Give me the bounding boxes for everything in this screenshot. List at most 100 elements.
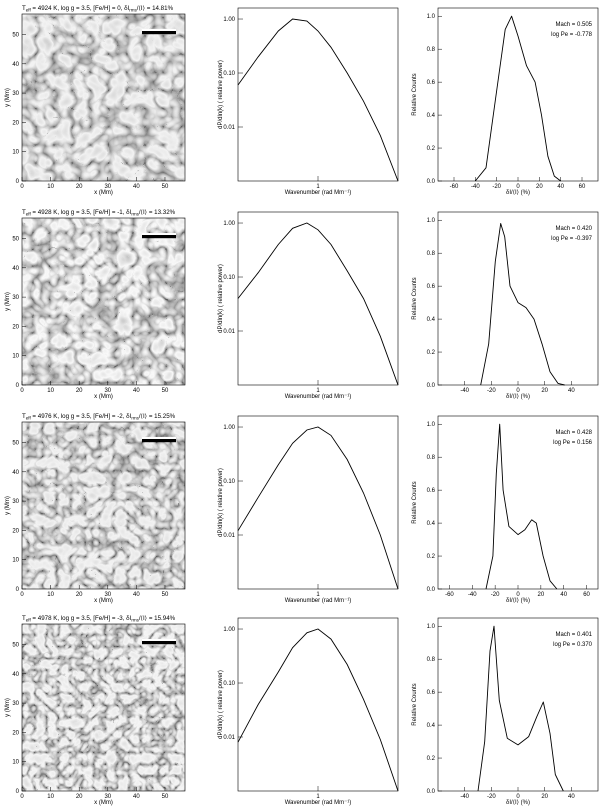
hist-ytick-label: 0.4 — [427, 317, 436, 323]
image-xtick-label: 50 — [162, 592, 169, 598]
hist-ytick-label: 0.2 — [427, 554, 436, 560]
scale-bar — [142, 235, 176, 239]
hist-ylabel: Relative Counts — [412, 481, 418, 523]
image-ytick-label: 10 — [12, 150, 19, 156]
image-xtick-label: 40 — [133, 592, 140, 598]
image-xtick-label: 40 — [133, 794, 140, 800]
hist-xlabel: δI/⟨I⟩ (%) — [506, 799, 530, 806]
image-xtick-label: 20 — [76, 794, 83, 800]
image-ylabel: y (Mm) — [5, 88, 11, 107]
image-xtick-label: 30 — [104, 184, 111, 190]
image-xtick-label: 10 — [47, 592, 54, 598]
hist-ytick-label: 0.2 — [427, 146, 436, 152]
power-xtick-label: 1 — [316, 388, 320, 394]
hist-ytick-label: 0.0 — [427, 587, 436, 593]
panel-title: Teff = 4928 K, log g = 3.5, [Fe/H] = -1,… — [22, 209, 176, 217]
power-ytick-label: 1.00 — [223, 221, 235, 227]
image-xtick-label: 20 — [76, 592, 83, 598]
hist-xtick-label: -20 — [487, 794, 496, 800]
panel-title: Teff = 4924 K, log g = 3.5, [Fe/H] = 0, … — [22, 5, 174, 13]
scale-bar — [142, 439, 176, 443]
hist-xtick-label: 40 — [557, 184, 564, 190]
hist-xtick-label: 40 — [568, 794, 575, 800]
power-ylabel: dP/dln(k) ( relative power) — [218, 264, 224, 333]
power-xlabel: Wavenumber (rad Mm⁻¹) — [285, 394, 352, 400]
hist-xtick-label: 0 — [516, 592, 520, 598]
image-ytick-label: 30 — [12, 499, 19, 505]
hist-xlabel: δI/⟨I⟩ (%) — [506, 393, 530, 400]
scale-bar — [142, 31, 176, 35]
image-xtick-label: 20 — [76, 388, 83, 394]
power-ytick-label: 1.00 — [223, 17, 235, 23]
power-ytick-label: 0.01 — [223, 735, 235, 741]
hist-ytick-label: 0.6 — [427, 80, 436, 86]
power-xlabel: Wavenumber (rad Mm⁻¹) — [285, 598, 352, 604]
power-spectrum-line — [237, 222, 399, 386]
image-xtick-label: 10 — [47, 184, 54, 190]
power-ytick-label: 1.00 — [223, 627, 235, 633]
image-ylabel: y (Mm) — [5, 496, 11, 515]
image-ytick-label: 50 — [12, 441, 19, 447]
image-ytick-label: 0 — [16, 383, 20, 389]
hist-xtick-label: -40 — [468, 592, 477, 598]
image-xlabel: x (Mm) — [94, 598, 113, 604]
hist-xtick-label: 20 — [538, 592, 545, 598]
power-ytick-label: 0.10 — [223, 275, 235, 281]
hist-xlabel: δI/⟨I⟩ (%) — [506, 597, 530, 604]
image-ytick-label: 40 — [12, 266, 19, 272]
figure-row-1: Teff = 4924 K, log g = 3.5, [Fe/H] = 0, … — [5, 5, 599, 196]
panel-title: Teff = 4978 K, log g = 3.5, [Fe/H] = -3,… — [22, 615, 176, 623]
image-ylabel: y (Mm) — [5, 698, 11, 717]
hist-xtick-label: -40 — [471, 184, 480, 190]
granulation-image — [22, 218, 185, 385]
image-xtick-label: 40 — [133, 184, 140, 190]
image-xtick-label: 0 — [20, 184, 24, 190]
hist-xtick-label: 20 — [541, 388, 548, 394]
image-ytick-label: 10 — [12, 558, 19, 564]
hist-ytick-label: 0.8 — [427, 251, 436, 257]
hist-ytick-label: 0.8 — [427, 47, 436, 53]
image-ytick-label: 50 — [12, 33, 19, 39]
hist-xtick-label: -20 — [492, 184, 501, 190]
image-ytick-label: 30 — [12, 295, 19, 301]
mach-label: Mach = 0.420 — [555, 226, 592, 232]
hist-xtick-label: 60 — [583, 592, 590, 598]
log-pe-label: log Pe = -0.778 — [551, 32, 593, 38]
hist-xtick-label: -60 — [445, 592, 454, 598]
hist-ylabel: Relative Counts — [412, 73, 418, 115]
power-ytick-label: 0.01 — [223, 329, 235, 335]
hist-ytick-label: 1.0 — [427, 218, 436, 224]
mach-label: Mach = 0.428 — [555, 430, 592, 436]
hist-xtick-label: -20 — [487, 388, 496, 394]
power-xtick-label: 1 — [316, 184, 320, 190]
mach-label: Mach = 0.505 — [555, 22, 592, 28]
hist-xtick-label: -60 — [450, 184, 459, 190]
power-xtick-label: 1 — [316, 794, 320, 800]
image-ytick-label: 50 — [12, 643, 19, 649]
hist-xtick-label: -40 — [460, 388, 469, 394]
histogram-line — [480, 223, 565, 386]
image-xtick-label: 30 — [104, 794, 111, 800]
image-ytick-label: 40 — [12, 672, 19, 678]
power-xlabel: Wavenumber (rad Mm⁻¹) — [285, 190, 352, 196]
hist-ytick-label: 0.4 — [427, 113, 436, 119]
image-frame — [21, 623, 186, 792]
hist-ytick-label: 0.4 — [427, 723, 436, 729]
hist-ytick-label: 0.2 — [427, 756, 436, 762]
image-xtick-label: 30 — [104, 592, 111, 598]
image-ytick-label: 40 — [12, 470, 19, 476]
image-ytick-label: 10 — [12, 760, 19, 766]
hist-xtick-label: 60 — [579, 184, 586, 190]
image-ytick-label: 20 — [12, 528, 19, 534]
histogram-line — [477, 625, 564, 792]
mach-label: Mach = 0.401 — [555, 632, 592, 638]
hist-xtick-label: 0 — [516, 184, 520, 190]
log-pe-label: log Pe = 0.370 — [553, 642, 593, 648]
hist-ytick-label: 1.0 — [427, 14, 436, 20]
power-ylabel: dP/dln(k) ( relative power) — [218, 60, 224, 129]
power-ytick-label: 0.01 — [223, 533, 235, 539]
figure-row-3: Teff = 4976 K, log g = 3.5, [Fe/H] = -2,… — [5, 413, 599, 604]
image-xtick-label: 40 — [133, 388, 140, 394]
power-ytick-label: 0.10 — [223, 479, 235, 485]
